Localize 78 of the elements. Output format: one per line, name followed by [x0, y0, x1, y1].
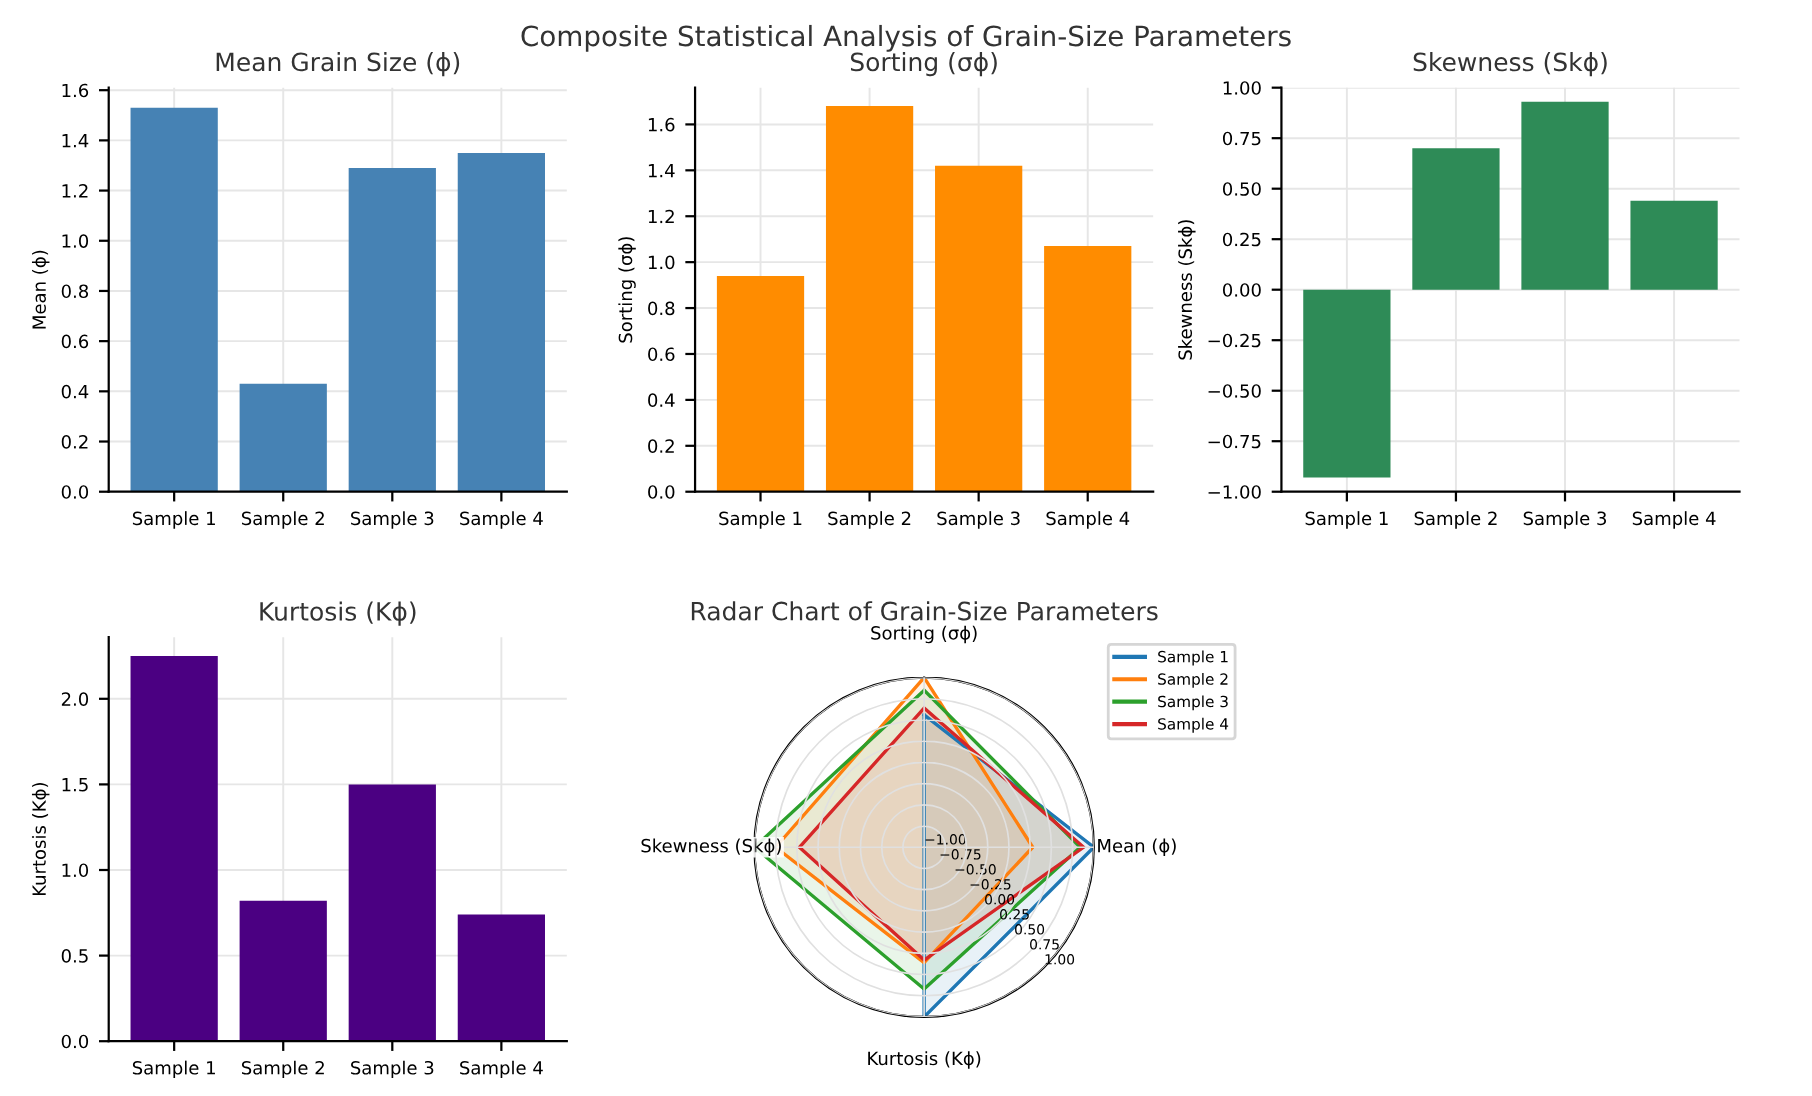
spoke-label: Skewness (Skϕ): [641, 838, 781, 856]
bar: [1412, 148, 1500, 290]
y-tick-label: 0.0: [648, 485, 675, 499]
y-tick-label: 1.4: [648, 164, 675, 178]
bar: [716, 275, 805, 492]
y-tick-label: 1.6: [648, 117, 675, 132]
y-tick-label: 0.0: [61, 1034, 89, 1049]
bar: [348, 167, 436, 492]
x-tick-label: Sample 1: [132, 1060, 215, 1079]
y-tick-label: 0.6: [648, 347, 675, 362]
y-axis-title: Skewness (Skϕ): [1178, 220, 1196, 360]
bar: [348, 784, 436, 1042]
y-axis-title: Sorting (σϕ): [618, 237, 636, 343]
y-axis-title: Kurtosis (Kϕ): [31, 783, 50, 896]
bar: [1044, 246, 1132, 492]
x-tick-label: Sample 1: [132, 511, 215, 529]
y-tick-label: 1.00: [1223, 81, 1261, 95]
y-tick-label: 1.0: [62, 863, 89, 878]
y-tick-label: 0.8: [648, 301, 675, 316]
chart-title: Skewness (Skϕ): [1413, 52, 1607, 77]
bar: [1630, 200, 1718, 290]
bar: [457, 914, 545, 1042]
y-tick-label: −0.50: [1208, 384, 1261, 398]
chart-title: Kurtosis (Kϕ): [260, 601, 416, 626]
y-tick-label: 1.0: [62, 234, 89, 248]
x-tick-label: Sample 2: [241, 511, 324, 529]
text: Composite Statistical Analysis of Grain-Size Parameters: [521, 24, 1291, 52]
bar: [457, 152, 545, 492]
bar: [1521, 101, 1609, 290]
chart-title: Sorting (σϕ): [850, 52, 997, 77]
y-tick-label: 1.5: [62, 778, 88, 792]
y-tick-label: 0.6: [61, 334, 89, 349]
bar: [130, 107, 218, 492]
x-tick-label: Sample 2: [828, 511, 911, 529]
bar: [239, 383, 327, 492]
bar: [1303, 289, 1391, 478]
y-tick-label: 0.0: [61, 485, 89, 499]
bar: [825, 106, 914, 492]
x-tick-label: Sample 3: [351, 511, 434, 529]
y-axis-title: Mean (ϕ): [31, 250, 50, 329]
x-tick-label: Sample 3: [937, 511, 1020, 529]
bar: [935, 165, 1023, 492]
y-tick-label: 1.2: [62, 184, 88, 198]
y-tick-label: 0.50: [1222, 182, 1261, 196]
y-tick-label: 1.6: [62, 83, 89, 98]
y-tick-label: 0.00: [1222, 283, 1261, 297]
chart-title: Mean Grain Size (ϕ): [216, 52, 460, 77]
y-tick-label: 0.8: [61, 284, 89, 299]
bar: [130, 656, 218, 1042]
y-tick-label: 0.4: [61, 384, 89, 399]
y-tick-label: −0.75: [1208, 434, 1261, 449]
y-tick-label: 1.4: [62, 134, 89, 148]
y-tick-label: 0.2: [61, 434, 88, 449]
x-tick-label: Sample 2: [1414, 511, 1497, 529]
spoke-label: Sorting (σϕ): [871, 625, 977, 644]
x-tick-label: Sample 4: [1046, 511, 1130, 529]
y-tick-label: 0.5: [61, 949, 88, 963]
y-tick-label: −0.25: [1208, 333, 1261, 348]
x-tick-label: Sample 1: [719, 511, 802, 529]
spoke-label: Kurtosis (Kϕ): [868, 1051, 981, 1069]
y-tick-label: 0.25: [1222, 232, 1261, 247]
x-tick-label: Sample 4: [460, 511, 543, 529]
y-tick-label: −1.00: [1208, 485, 1261, 499]
x-tick-label: Sample 1: [1305, 511, 1388, 529]
x-tick-label: Sample 3: [1523, 511, 1607, 529]
y-tick-label: 0.2: [648, 439, 674, 453]
x-tick-label: Sample 4: [460, 1060, 543, 1079]
chart-title: Radar Chart of Grain-Size Parameters: [691, 601, 1158, 621]
y-tick-label: 1.2: [648, 209, 674, 224]
x-tick-label: Sample 3: [351, 1060, 434, 1079]
y-tick-label: 0.75: [1222, 131, 1261, 146]
y-tick-label: 2.0: [61, 692, 89, 706]
x-tick-label: Sample 4: [1632, 511, 1716, 529]
y-tick-label: 1.0: [648, 255, 675, 270]
spoke-label: Mean (ϕ): [1098, 838, 1176, 856]
x-tick-label: Sample 2: [241, 1060, 324, 1079]
y-tick-label: 0.4: [648, 393, 675, 407]
bar: [239, 900, 327, 1042]
